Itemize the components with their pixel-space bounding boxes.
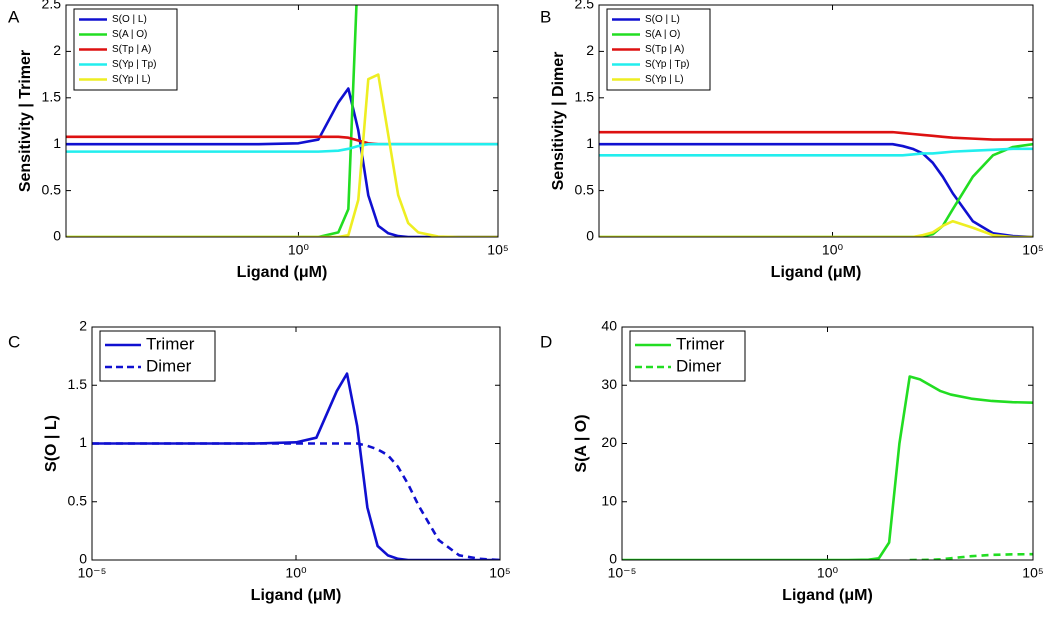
data-line — [599, 130, 1033, 141]
y-tick-label: 1 — [79, 434, 87, 450]
y-tick-label: 1.5 — [42, 89, 62, 105]
data-line — [599, 219, 1033, 237]
y-axis-label: Sensitivity | Trimer — [17, 50, 34, 192]
x-tick-label: 10⁵ — [1022, 242, 1043, 258]
legend-label: S(A | O) — [112, 29, 147, 40]
y-tick-label: 2.5 — [575, 0, 595, 12]
legend-label: Dimer — [676, 356, 722, 375]
y-tick-label: 10 — [601, 492, 617, 508]
axes-box — [621, 326, 1034, 561]
y-tick-label: 0.5 — [42, 181, 62, 197]
y-tick-label: 2 — [79, 318, 87, 334]
x-tick-label: 10⁵ — [1022, 565, 1043, 581]
x-tick-label: 10⁰ — [288, 242, 310, 258]
y-tick-label: 2 — [586, 42, 594, 58]
legend-label: S(Yp | Tp) — [112, 59, 156, 70]
x-tick-label: 10⁵ — [487, 242, 508, 258]
y-axis-label: Sensitivity | Dimer — [550, 52, 567, 191]
panel-label: C — [8, 332, 20, 351]
y-tick-label: 1 — [586, 135, 594, 151]
legend-label: S(Yp | L) — [645, 74, 684, 85]
data-line — [92, 372, 500, 560]
x-tick-label: 10⁰ — [822, 242, 844, 258]
y-tick-label: 2.5 — [42, 0, 62, 12]
plot-lines — [92, 372, 500, 560]
legend-label: Trimer — [146, 334, 195, 353]
y-tick-label: 20 — [601, 434, 617, 450]
y-tick-label: 30 — [601, 376, 617, 392]
x-tick-label: 10⁰ — [817, 565, 839, 581]
panel-label: B — [540, 7, 551, 26]
y-tick-label: 0 — [53, 228, 61, 244]
legend-label: S(A | O) — [645, 29, 680, 40]
legend-label: S(Tp | A) — [112, 44, 151, 55]
data-line — [66, 142, 498, 153]
x-tick-label: 10⁰ — [285, 565, 307, 581]
x-tick-label: 10⁻⁵ — [78, 565, 107, 581]
x-axis-label: Ligand (μM) — [251, 587, 342, 604]
y-axis-label: S(O | L) — [43, 415, 60, 472]
data-line — [66, 87, 498, 237]
axes-box — [65, 4, 499, 238]
y-tick-label: 2 — [53, 42, 61, 58]
legend-label: S(O | L) — [112, 14, 147, 25]
data-line — [92, 442, 500, 560]
data-line — [66, 73, 498, 237]
axes-box — [598, 4, 1034, 238]
data-line — [622, 375, 1033, 560]
y-tick-label: 0 — [586, 228, 594, 244]
panel-label: D — [540, 332, 552, 351]
panel-label: A — [8, 7, 20, 26]
legend-label: S(O | L) — [645, 14, 680, 25]
y-tick-label: 0 — [609, 551, 617, 567]
y-tick-label: 40 — [601, 318, 617, 334]
axes-box — [91, 326, 501, 561]
x-axis-label: Ligand (μM) — [237, 264, 328, 281]
legend-label: Dimer — [146, 356, 192, 375]
y-tick-label: 1.5 — [575, 89, 595, 105]
y-tick-label: 0 — [79, 551, 87, 567]
data-line — [599, 147, 1033, 157]
legend-label: S(Tp | A) — [645, 44, 684, 55]
y-tick-label: 0.5 — [68, 492, 88, 508]
data-line — [599, 142, 1033, 237]
x-axis-label: Ligand (μM) — [782, 587, 873, 604]
legend-label: Trimer — [676, 334, 725, 353]
legend-label: S(Yp | L) — [112, 74, 151, 85]
legend-box — [629, 330, 746, 382]
legend-label: S(Yp | Tp) — [645, 59, 689, 70]
y-tick-label: 1.5 — [68, 376, 88, 392]
legend-box — [99, 330, 216, 382]
y-tick-label: 1 — [53, 135, 61, 151]
x-tick-label: 10⁵ — [489, 565, 510, 581]
y-tick-label: 0.5 — [575, 181, 595, 197]
plot-lines — [599, 130, 1033, 237]
data-line — [599, 142, 1033, 237]
x-tick-label: 10⁻⁵ — [608, 565, 637, 581]
x-axis-label: Ligand (μM) — [771, 264, 862, 281]
y-axis-label: S(A | O) — [573, 414, 590, 472]
plot-lines — [66, 5, 498, 237]
